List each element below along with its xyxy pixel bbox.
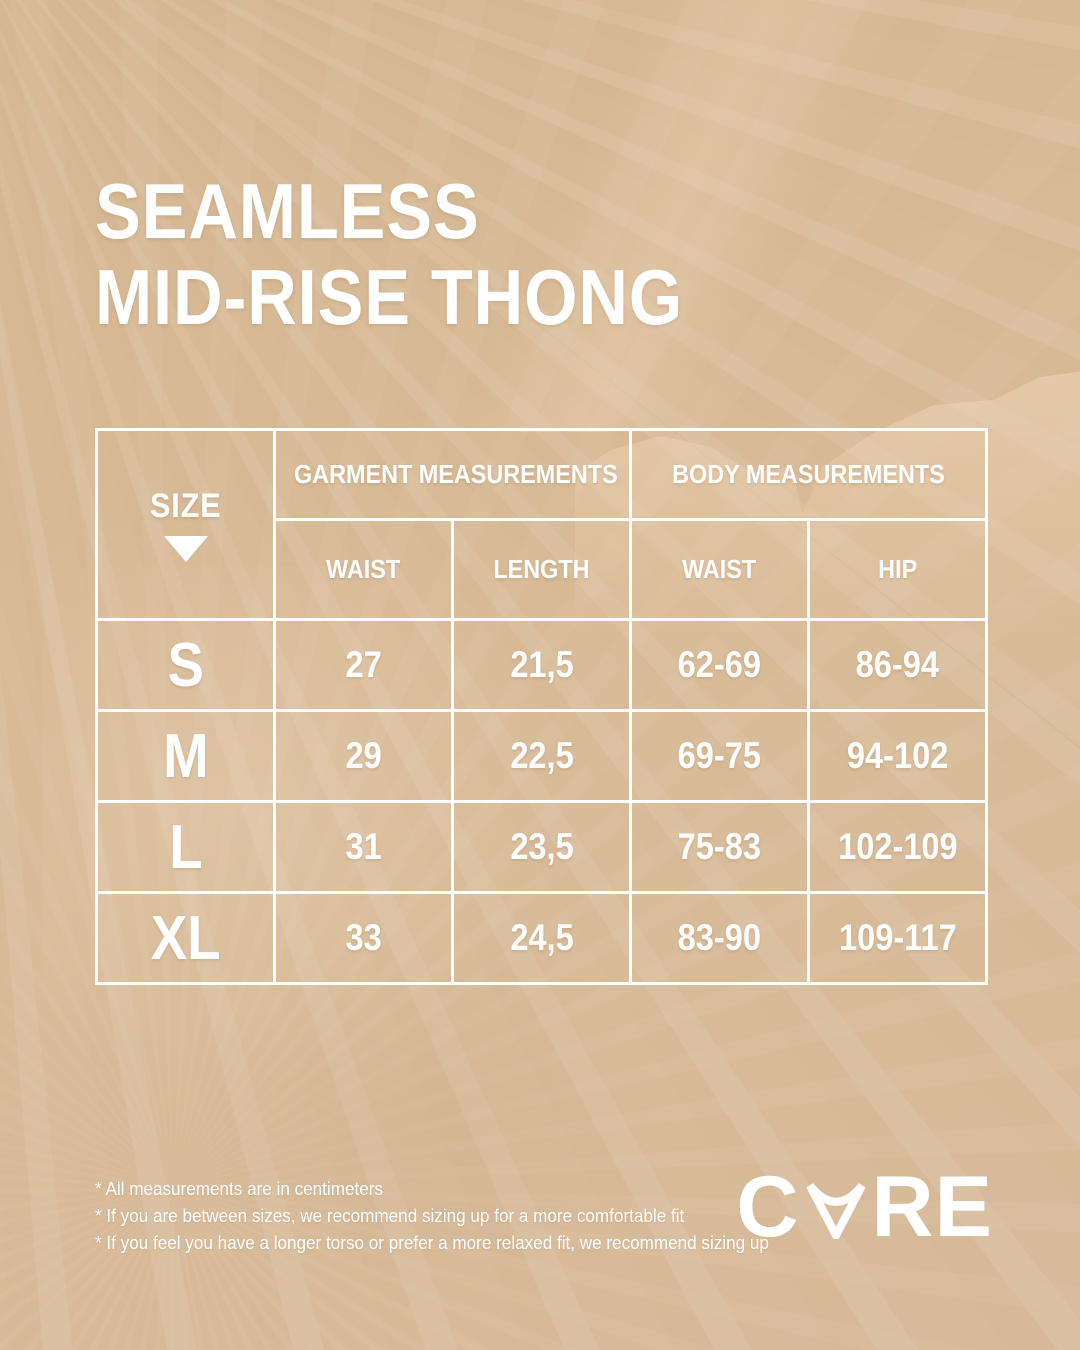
- l-garment-waist: 31: [273, 800, 454, 894]
- s-body-hip: 86-94: [807, 618, 989, 712]
- size-label-s: S: [95, 618, 276, 712]
- size-header-label: SIZE: [149, 487, 222, 525]
- m-body-waist: 69-75: [629, 709, 811, 803]
- table-row-s: S 27 21,5 62-69 86-94: [95, 618, 989, 712]
- footnote-units: * All measurements are in centimeters: [95, 1179, 383, 1199]
- footnote-between-sizes: * If you are between sizes, we recommend…: [95, 1206, 685, 1226]
- table-row-m: M 29 22,5 69-75 94-102: [95, 709, 989, 803]
- footnotes: * All measurements are in centimeters * …: [95, 1176, 804, 1257]
- table-row-xl: XL 33 24,5 83-90 109-117: [95, 891, 989, 985]
- footnote-longer-torso: * If you feel you have a longer torso or…: [95, 1233, 769, 1253]
- l-body-hip: 102-109: [807, 800, 989, 894]
- page-title: SEAMLESS MID-RISE THONG: [95, 168, 683, 340]
- size-label-xl: XL: [95, 891, 276, 985]
- body-hip-header: HIP: [807, 518, 989, 621]
- l-body-waist: 75-83: [629, 800, 811, 894]
- m-garment-length: 22,5: [450, 709, 633, 803]
- s-garment-length: 21,5: [450, 618, 633, 712]
- table-row-l: L 31 23,5 75-83 102-109: [95, 800, 989, 894]
- size-table: SIZE GARMENT MEASUREMENTS BODY MEASUREME…: [95, 428, 989, 985]
- size-column-header: SIZE: [95, 428, 276, 621]
- page-title-line-2: MID-RISE THONG: [95, 253, 684, 341]
- body-waist-header: WAIST: [629, 518, 811, 621]
- size-arrow-down-icon: [163, 536, 208, 562]
- m-body-hip: 94-102: [807, 709, 989, 803]
- m-garment-waist: 29: [273, 709, 454, 803]
- logo-letters-re: RE: [871, 1159, 993, 1255]
- xl-body-waist: 83-90: [629, 891, 811, 985]
- size-label-m: M: [95, 709, 276, 803]
- s-body-waist: 62-69: [629, 618, 811, 712]
- garment-waist-header: WAIST: [273, 518, 454, 621]
- s-garment-waist: 27: [273, 618, 454, 712]
- size-label-l: L: [95, 800, 276, 894]
- l-garment-length: 23,5: [450, 800, 633, 894]
- xl-garment-length: 24,5: [450, 891, 633, 985]
- care-logo: C RE: [736, 1159, 993, 1255]
- page-title-line-1: SEAMLESS: [95, 167, 480, 255]
- xl-garment-waist: 33: [273, 891, 454, 985]
- garment-measurements-header: GARMENT MEASUREMENTS: [272, 428, 633, 521]
- body-measurements-header: BODY MEASUREMENTS: [629, 428, 989, 521]
- garment-length-header: LENGTH: [450, 518, 633, 621]
- xl-body-hip: 109-117: [807, 891, 989, 985]
- logo-letter-c: C: [736, 1159, 800, 1255]
- logo-inverted-a-icon: [805, 1183, 866, 1239]
